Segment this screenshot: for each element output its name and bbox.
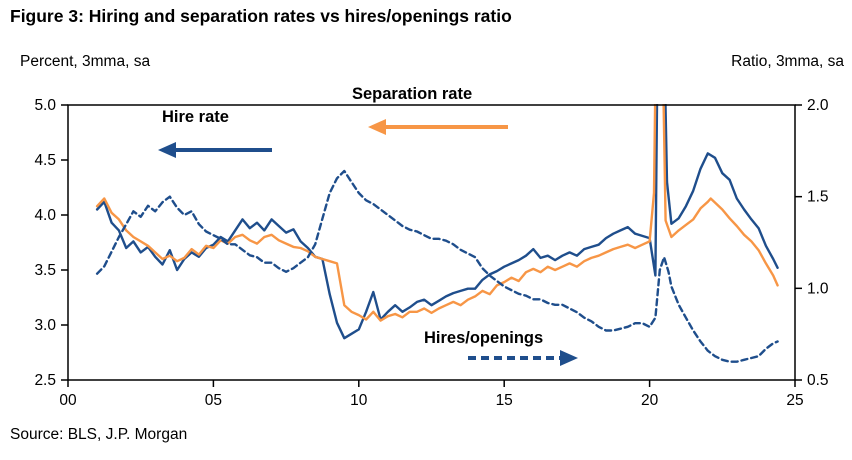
- separation-rate-annotation-label: Separation rate: [352, 85, 473, 103]
- x-axis-tick-label: 20: [641, 392, 659, 409]
- left-axis-tick-label: 3.0: [34, 317, 56, 334]
- left-axis-tick-label: 3.5: [34, 262, 56, 279]
- x-axis-tick-label: 10: [350, 392, 368, 409]
- x-axis-tick-label: 25: [786, 392, 803, 409]
- separation-rate-arrow: [368, 119, 508, 135]
- left-axis-tick-label: 4.0: [34, 207, 56, 224]
- hires-openings-line: [95, 169, 779, 363]
- separation-rate-line: [95, 104, 779, 322]
- right-axis-tick-label: 1.0: [807, 280, 829, 297]
- x-axis-tick-label: 00: [59, 392, 77, 409]
- right-axis-tick-label: 2.0: [807, 97, 829, 114]
- left-axis-unit-label: Percent, 3mma, sa: [20, 53, 151, 70]
- hire-rate-line: [95, 104, 779, 340]
- hire-rate-annotation-label: Hire rate: [162, 108, 229, 126]
- plot-border: [67, 104, 796, 381]
- figure-title: Figure 3: Hiring and separation rates vs…: [10, 6, 512, 26]
- source-note: Source: BLS, J.P. Morgan: [10, 426, 188, 443]
- right-axis-tick-label: 0.5: [807, 372, 829, 389]
- x-axis-tick-label: 15: [496, 392, 513, 409]
- hires-openings-annotation-label: Hires/openings: [424, 329, 544, 347]
- right-axis-tick-label: 1.5: [807, 189, 829, 206]
- right-axis-unit-label: Ratio, 3mma, sa: [731, 53, 844, 70]
- left-axis-tick-label: 5.0: [34, 97, 56, 114]
- x-axis-tick-label: 05: [205, 392, 222, 409]
- left-axis-tick-label: 2.5: [34, 372, 56, 389]
- left-axis-tick-label: 4.5: [34, 152, 56, 169]
- hire-rate-arrow: [158, 142, 272, 158]
- hires-openings-arrow: [468, 350, 578, 366]
